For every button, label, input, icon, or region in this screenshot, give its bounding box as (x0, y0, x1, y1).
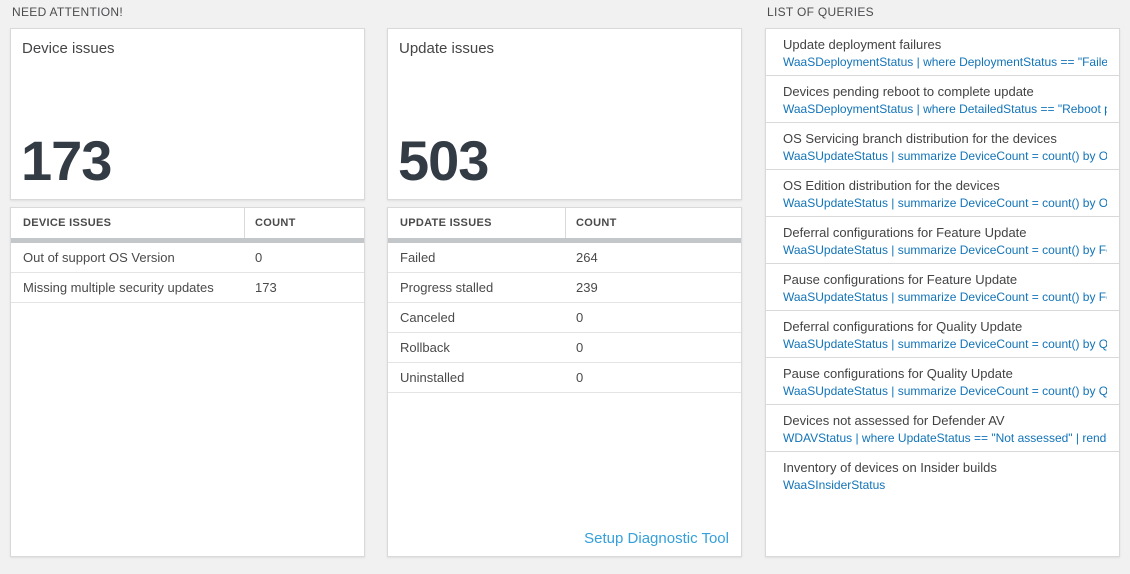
row-label: Failed (400, 250, 436, 265)
need-attention-section-title: NEED ATTENTION! (12, 5, 123, 19)
query-title: Devices not assessed for Defender AV (783, 413, 1005, 428)
query-code-link[interactable]: WaaSUpdateStatus | summarize DeviceCount… (783, 384, 1107, 398)
update-issues-count: 503 (398, 129, 489, 192)
row-label: Missing multiple security updates (23, 280, 214, 295)
query-code-link[interactable]: WaaSDeploymentStatus | where DetailedSta… (783, 102, 1107, 116)
device-issues-count: 173 (21, 129, 112, 192)
setup-diagnostic-tool-link[interactable]: Setup Diagnostic Tool (584, 530, 729, 547)
query-code-link[interactable]: WaaSUpdateStatus | summarize DeviceCount… (783, 337, 1107, 351)
query-title: OS Servicing branch distribution for the… (783, 131, 1057, 146)
row-count: 0 (255, 250, 263, 265)
device-issues-tile[interactable]: Device issues 173 (10, 28, 365, 200)
row-label: Uninstalled (400, 370, 465, 385)
row-count: 0 (576, 310, 584, 325)
query-title: Deferral configurations for Quality Upda… (783, 319, 1023, 334)
query-item[interactable]: OS Edition distribution for the devices … (766, 170, 1119, 217)
query-code-link[interactable]: WaaSUpdateStatus | summarize DeviceCount… (783, 290, 1107, 304)
update-issues-title: Update issues (399, 40, 495, 57)
row-count: 173 (255, 280, 277, 295)
query-item[interactable]: Pause configurations for Feature Update … (766, 264, 1119, 311)
row-label: Progress stalled (400, 280, 494, 295)
device-issues-table: DEVICE ISSUES COUNT Out of support OS Ve… (10, 207, 365, 557)
query-code-link[interactable]: WaaSInsiderStatus (783, 478, 886, 492)
query-title: Update deployment failures (783, 37, 942, 52)
table-row[interactable]: Uninstalled 0 (388, 363, 741, 393)
update-issues-table: UPDATE ISSUES COUNT Failed 264 Progress … (387, 207, 742, 557)
row-label: Out of support OS Version (23, 250, 175, 265)
update-issues-column-header: UPDATE ISSUES (388, 208, 566, 238)
query-item[interactable]: Devices pending reboot to complete updat… (766, 76, 1119, 123)
table-row[interactable]: Progress stalled 239 (388, 273, 741, 303)
query-title: Inventory of devices on Insider builds (783, 460, 997, 475)
query-title: Pause configurations for Quality Update (783, 366, 1013, 381)
query-code-link[interactable]: WaaSDeploymentStatus | where DeploymentS… (783, 55, 1107, 69)
row-count: 0 (576, 370, 584, 385)
query-item[interactable]: Inventory of devices on Insider builds W… (766, 452, 1119, 499)
query-title: Devices pending reboot to complete updat… (783, 84, 1034, 99)
table-row[interactable]: Rollback 0 (388, 333, 741, 363)
query-code-link[interactable]: WDAVStatus | where UpdateStatus == "Not … (783, 431, 1107, 445)
query-item[interactable]: OS Servicing branch distribution for the… (766, 123, 1119, 170)
table-row[interactable]: Failed 264 (388, 243, 741, 273)
list-of-queries-section-title: LIST OF QUERIES (767, 5, 874, 19)
count-column-header: COUNT (255, 217, 296, 229)
query-code-link[interactable]: WaaSUpdateStatus | summarize DeviceCount… (783, 196, 1107, 210)
update-issues-tile[interactable]: Update issues 503 (387, 28, 742, 200)
row-count: 264 (576, 250, 598, 265)
table-row[interactable]: Missing multiple security updates 173 (11, 273, 364, 303)
device-issues-column-header: DEVICE ISSUES (11, 208, 245, 238)
update-issues-table-header: UPDATE ISSUES COUNT (388, 208, 741, 238)
query-code-link[interactable]: WaaSUpdateStatus | summarize DeviceCount… (783, 243, 1107, 257)
device-issues-title: Device issues (22, 40, 115, 57)
row-count: 0 (576, 340, 584, 355)
query-title: Deferral configurations for Feature Upda… (783, 225, 1027, 240)
count-column-header: COUNT (576, 217, 617, 229)
table-row[interactable]: Canceled 0 (388, 303, 741, 333)
query-item[interactable]: Deferral configurations for Feature Upda… (766, 217, 1119, 264)
row-label: Rollback (400, 340, 450, 355)
table-header-separator-bar (388, 238, 741, 243)
query-title: Pause configurations for Feature Update (783, 272, 1018, 287)
device-issues-table-header: DEVICE ISSUES COUNT (11, 208, 364, 238)
row-label: Canceled (400, 310, 455, 325)
query-title: OS Edition distribution for the devices (783, 178, 1000, 193)
query-item[interactable]: Devices not assessed for Defender AV WDA… (766, 405, 1119, 452)
query-code-link[interactable]: WaaSUpdateStatus | summarize DeviceCount… (783, 149, 1107, 163)
table-header-separator-bar (11, 238, 364, 243)
table-row[interactable]: Out of support OS Version 0 (11, 243, 364, 273)
query-item[interactable]: Pause configurations for Quality Update … (766, 358, 1119, 405)
query-item[interactable]: Deferral configurations for Quality Upda… (766, 311, 1119, 358)
row-count: 239 (576, 280, 598, 295)
query-item[interactable]: Update deployment failures WaaSDeploymen… (766, 29, 1119, 76)
list-of-queries-panel: Update deployment failures WaaSDeploymen… (765, 28, 1120, 557)
